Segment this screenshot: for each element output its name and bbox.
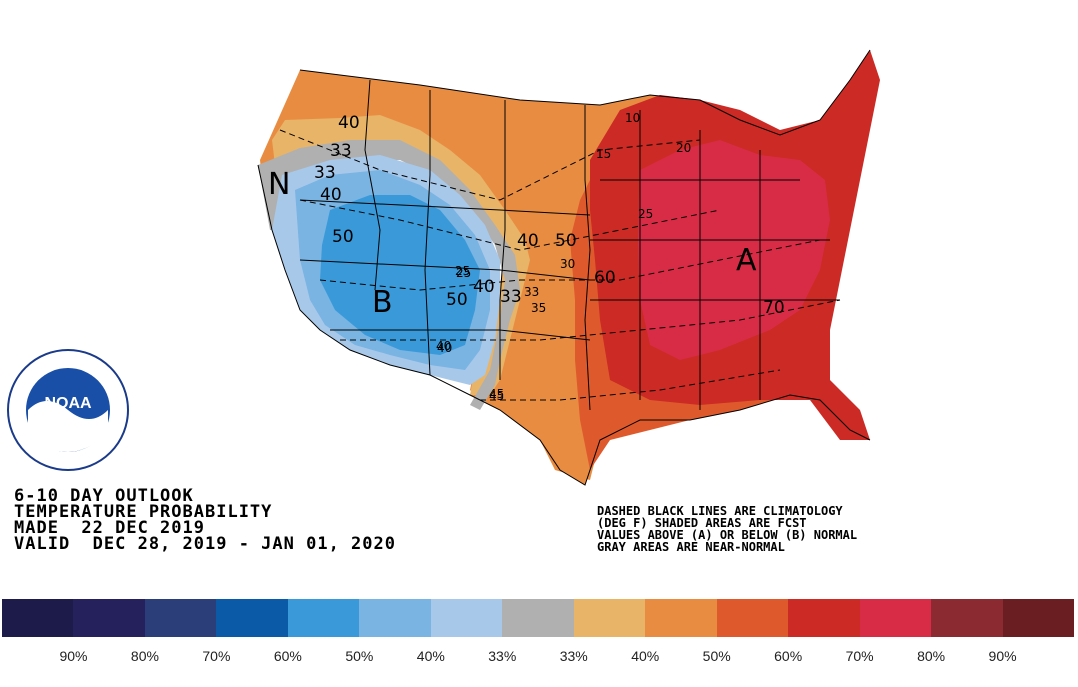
title-line: MADE 22 DEC 2019 [14,518,205,538]
colorbar-swatch [859,599,932,637]
colorbar-swatch [645,599,717,637]
colorbar-swatch [788,599,860,637]
colorbar-tick-label: 33% [559,648,588,664]
contour-label: 40 [320,185,342,205]
contour-label: 60 [594,268,616,288]
contour-label: 50 [446,290,468,310]
title-line: 6-10 DAY OUTLOOK [14,486,194,506]
state-boundaries [257,49,871,486]
legend-note: DASHED BLACK LINES ARE CLIMATOLOGY (DEG F… [597,505,857,553]
climatology-label: 40 [436,339,451,353]
climatology-label: 30 [560,257,575,271]
note-line: DASHED BLACK LINES ARE CLIMATOLOGY [597,504,843,518]
colorbar-swatch [716,599,789,637]
climatology-label: 25 [455,264,470,278]
climatology-label: 15 [596,147,611,161]
colorbar-tick-label: 50% [702,648,731,664]
colorbar-tick-label: 40% [631,648,660,664]
colorbar-tick-label: 60% [774,648,803,664]
colorbar-ticks: 90% 80% 70% 60% 50% 40% 33% 33% 40% 50% 60% 70% 80% 9… [2,648,1038,664]
contour-label: 40 [338,113,360,133]
colorbar-swatch [2,599,74,637]
note-line: VALUES ABOVE (A) OR BELOW (B) NORMAL [597,528,858,542]
near-normal-letter: N [268,167,290,202]
colorbar-tick-label: 90% [59,648,88,664]
noaa-logo-text: NOAA [44,395,92,412]
contour-label: 33 [500,287,522,307]
climatology-label: 20 [676,141,691,155]
above-normal-letter: A [736,243,757,278]
below-normal-letter: B [372,285,393,320]
above-normal-region-70 [638,140,830,360]
colorbar-tick-label: 70% [202,648,231,664]
colorbar-swatch [573,599,646,637]
contour-label: 33 [314,163,336,183]
title-line: TEMPERATURE PROBABILITY [14,502,273,522]
colorbar-tick-label: 80% [917,648,946,664]
colorbar-tick-label: 90% [988,648,1017,664]
noaa-logo: NOAA [7,349,129,471]
contour-label: 50 [555,231,577,251]
colorbar-swatch [73,599,145,637]
note-line: (DEG F) SHADED AREAS ARE FCST [597,516,807,530]
note-line: GRAY AREAS ARE NEAR-NORMAL [597,540,785,554]
contour-label: 33 [330,141,352,161]
colorbar-tick-label: 40% [416,648,445,664]
climatology-label: 45 [489,387,504,401]
colorbar-swatch [1002,599,1075,637]
colorbar-swatch [216,599,288,637]
climatology-label: 25 [638,207,653,221]
contour-label: 50 [332,227,354,247]
colorbar-tick-label: 33% [488,648,517,664]
outlook-title: 6-10 DAY OUTLOOK TEMPERATURE PROBABILITY M… [14,486,396,554]
contour-label: 40 [473,277,495,297]
colorbar-swatch [144,599,217,637]
colorbar-swatch [287,599,360,637]
contour-label: 40 [437,341,452,355]
title-line: VALID DEC 28, 2019 - JAN 01, 2020 [14,534,396,554]
colorbar-tick-label: 70% [845,648,874,664]
below-normal-region-50 [320,195,480,355]
colorbar-tick-label: 50% [345,648,374,664]
colorbar-swatch [359,599,431,637]
contour-label: 40 [517,231,539,251]
colorbar-tick-label: 60% [273,648,302,664]
contour-label: 70 [763,298,785,318]
climatology-label: 10 [625,111,640,125]
colorbar-swatch [931,599,1003,637]
colorbar-tick-label: 80% [130,648,159,664]
probability-colorbar [2,599,1075,637]
contour-label: 25 [456,266,471,280]
near-normal-region [258,140,520,410]
colorbar-swatch [502,599,574,637]
climatology-label: 35 [531,301,546,315]
colorbar-swatch [430,599,503,637]
climatology-lines [279,129,841,401]
above-normal-region-40-northwest [260,70,600,485]
contour-label: 45 [489,389,504,403]
contour-label: 33 [524,285,539,299]
above-normal-region-33 [272,115,530,395]
